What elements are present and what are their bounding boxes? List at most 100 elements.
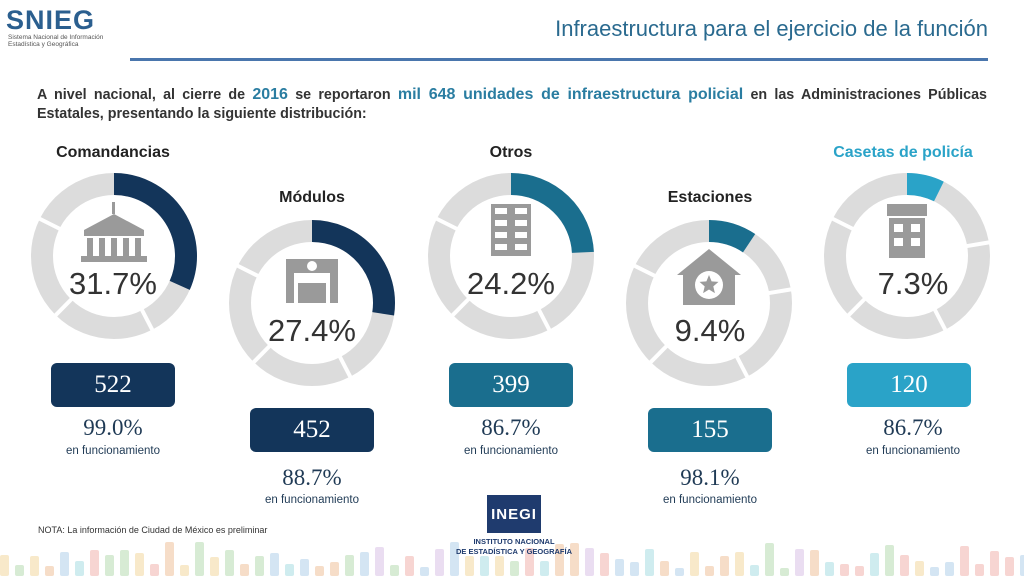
donut-separator (37, 216, 62, 231)
decorative-bar (720, 556, 729, 576)
donut-separator (251, 344, 272, 365)
donut-arc-modulos (311, 220, 395, 316)
decorative-bar (150, 564, 159, 576)
count-box-casetas: 120 (847, 363, 971, 407)
decorative-bar (735, 552, 744, 576)
decorative-bar (930, 567, 939, 576)
decorative-bar (1005, 557, 1014, 576)
category-label-modulos: Módulos (279, 189, 345, 206)
office-building-icon (491, 204, 531, 256)
pct-label-modulos: 27.4% (268, 313, 356, 348)
decorative-bar (540, 561, 549, 576)
intro-paragraph: A nivel nacional, al cierre de 2016 se r… (37, 85, 987, 124)
count-box-estaciones: 155 (648, 408, 772, 452)
decorative-bar (285, 564, 294, 576)
donut-separator (965, 240, 991, 249)
decorative-bar (405, 556, 414, 576)
decorative-bar (810, 550, 819, 576)
donut-separator (337, 355, 353, 379)
decorative-bar (75, 561, 84, 576)
decorative-bar (705, 566, 714, 576)
functioning-label-otros: en funcionamiento (464, 445, 558, 457)
page-title: Infraestructura para el ejercicio de la … (555, 16, 988, 41)
functioning-label-estaciones: en funcionamiento (663, 494, 757, 506)
decorative-bar (1020, 555, 1024, 576)
count-box-modulos: 452 (250, 408, 374, 452)
decorative-bar (360, 552, 369, 576)
decorative-bar (60, 552, 69, 576)
decorative-bar (120, 550, 129, 576)
donut-separator (767, 287, 793, 296)
decorative-bar (90, 550, 99, 576)
decorative-bar (105, 555, 114, 576)
donut-separator (434, 216, 459, 231)
decorative-bar (675, 568, 684, 576)
decorative-bar (765, 543, 774, 576)
decorative-bar (45, 566, 54, 576)
functioning-pct-estaciones: 98.1% (680, 465, 740, 490)
decorative-bar (630, 562, 639, 576)
donut-separator (53, 297, 74, 318)
decorative-bar (855, 566, 864, 576)
decorative-bar (510, 561, 519, 576)
functioning-label-casetas: en funcionamiento (866, 445, 960, 457)
functioning-pct-modulos: 88.7% (282, 465, 342, 490)
count-box-comandancias: 522 (51, 363, 175, 407)
decorative-bar (225, 550, 234, 576)
decorative-bar (915, 561, 924, 576)
category-label-otros: Otros (489, 144, 533, 161)
pct-label-estaciones: 9.4% (674, 313, 746, 348)
inegi-logo: INEGI INSTITUTO NACIONAL DE ESTADÍSTICA … (447, 495, 581, 565)
functioning-pct-casetas: 86.7% (883, 415, 943, 440)
donut-arc-comandancias (113, 173, 197, 290)
functioning-label-modulos: en funcionamiento (265, 494, 359, 506)
decorative-bar (840, 564, 849, 576)
donut-separator (846, 297, 867, 318)
category-label-estaciones: Estaciones (667, 189, 753, 206)
decorative-bar (975, 564, 984, 576)
donut-separator (450, 297, 471, 318)
decorative-bar (435, 549, 444, 576)
decorative-bar (750, 565, 759, 576)
decorative-bar (330, 562, 339, 576)
decorative-bar (990, 551, 999, 576)
decorative-bar (945, 562, 954, 576)
decorative-bar (0, 555, 9, 576)
donut-separator (830, 216, 855, 231)
count-box-otros: 399 (449, 363, 573, 407)
government-building-icon (81, 202, 147, 262)
pct-label-comandancias: 31.7% (69, 266, 157, 301)
decorative-bar (390, 565, 399, 576)
inegi-line1: INSTITUTO NACIONAL (473, 537, 555, 546)
decorative-bar (270, 553, 279, 576)
decorative-bar (180, 565, 189, 576)
intro-year: 2016 (252, 86, 288, 103)
donut-arc-otros (510, 173, 594, 254)
decorative-bar-strip (0, 542, 1024, 576)
decorative-bar (240, 564, 249, 576)
functioning-pct-comandancias: 99.0% (83, 415, 143, 440)
decorative-bar (525, 548, 534, 576)
donut-arc-casetas (906, 173, 944, 202)
decorative-bar (960, 546, 969, 576)
police-booth-icon (887, 204, 927, 258)
decorative-bar (795, 549, 804, 576)
inegi-logo-mark: INEGI (487, 495, 541, 533)
donut-separator (235, 263, 260, 278)
intro-part2: se reportaron (287, 87, 398, 103)
decorative-bar (495, 556, 504, 576)
decorative-bar (195, 542, 204, 576)
decorative-bar (15, 565, 24, 576)
pct-label-otros: 24.2% (467, 266, 555, 301)
decorative-bar (450, 542, 459, 576)
decorative-bar (480, 556, 489, 576)
decorative-bar (645, 549, 654, 576)
police-station-icon (677, 249, 741, 305)
functioning-label-comandancias: en funcionamiento (66, 445, 160, 457)
intro-part1: A nivel nacional, al cierre de (37, 87, 253, 103)
logo-subtitle-2: Estadística y Geográfica (8, 41, 79, 48)
